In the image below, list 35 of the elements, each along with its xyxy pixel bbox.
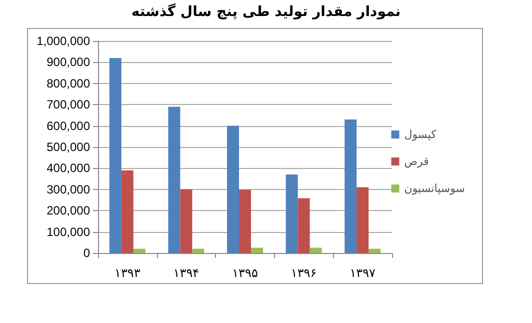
x-tick-label: ۱۳۹۶	[290, 266, 317, 280]
legend-label: سوسپانسیون	[404, 182, 466, 195]
y-tick-label: 700,000	[46, 98, 90, 112]
bar	[109, 58, 122, 253]
y-tick-label: 1,000,000	[36, 34, 90, 48]
y-tick-label: 400,000	[46, 161, 90, 176]
y-tick-label: 800,000	[46, 76, 90, 90]
y-tick-label: 900,000	[46, 55, 90, 70]
x-tick-label: ۱۳۹۷	[350, 266, 376, 280]
y-tick-label: 100,000	[46, 224, 90, 239]
x-tick-label: ۱۳۹۴	[173, 266, 200, 280]
y-tick-label: 600,000	[46, 118, 90, 133]
bar	[192, 248, 204, 253]
x-tick-label: ۱۳۹۳	[114, 266, 141, 280]
x-tick-label: ۱۳۹۵	[232, 266, 258, 280]
bar	[227, 126, 239, 253]
legend-label: کپسول	[404, 128, 438, 141]
bar	[251, 248, 263, 253]
bar	[368, 248, 381, 253]
bar	[298, 198, 310, 253]
bar	[121, 170, 134, 253]
y-tick-label: 0	[83, 246, 90, 260]
y-tick-label: 300,000	[46, 182, 90, 196]
bar	[310, 248, 322, 253]
bar	[356, 187, 369, 253]
bar	[168, 106, 180, 253]
bar	[180, 189, 192, 253]
chart-title: نمودار مقدار تولید طی پنج سال گذشته	[130, 4, 402, 20]
bar	[239, 190, 251, 253]
legend-label: قرص	[404, 155, 429, 168]
bar	[286, 174, 298, 253]
bar	[133, 248, 146, 253]
bar	[344, 119, 357, 253]
y-tick-label: 200,000	[46, 204, 90, 218]
y-tick-label: 500,000	[46, 140, 90, 154]
